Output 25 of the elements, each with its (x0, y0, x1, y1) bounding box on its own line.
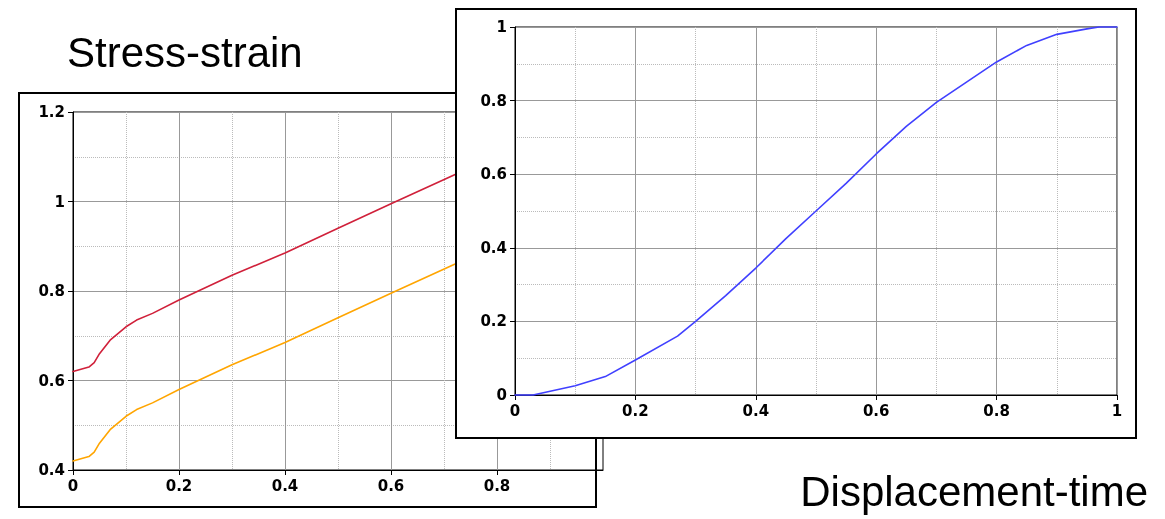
x-tick-label: 0.2 (622, 401, 649, 420)
x-tick-label: 1 (1111, 401, 1123, 420)
x-tick-label: 0.6 (377, 476, 405, 495)
y-tick-label: 0.8 (480, 91, 507, 110)
y-tick-label: 1 (54, 192, 65, 211)
y-tick-label: 0.6 (38, 371, 65, 390)
text: Displacement-time (800, 467, 1149, 515)
x-tick-label: 0.8 (983, 401, 1010, 420)
y-tick-label: 1.2 (38, 103, 65, 121)
y-tick-label: 0.4 (38, 461, 65, 479)
line-series (72, 263, 456, 462)
y-tick-label: 0.2 (480, 312, 507, 331)
y-tick-label: 0.4 (480, 238, 507, 257)
y-tick-label: 0 (496, 386, 507, 404)
x-tick-label: 0.4 (742, 401, 770, 420)
chart-title: Stress-strain (67, 28, 303, 76)
x-tick-label: 0.2 (165, 476, 193, 495)
x-tick-label: 0.4 (271, 476, 299, 495)
line-series (72, 173, 456, 373)
x-tick-label: 0 (67, 476, 79, 495)
y-tick-label: 0.8 (38, 282, 65, 300)
x-tick-label: 0.6 (862, 401, 890, 420)
y-tick-label: 0.6 (480, 165, 507, 184)
y-tick-label: 1 (496, 18, 507, 36)
x-tick-label: 0 (509, 401, 521, 420)
